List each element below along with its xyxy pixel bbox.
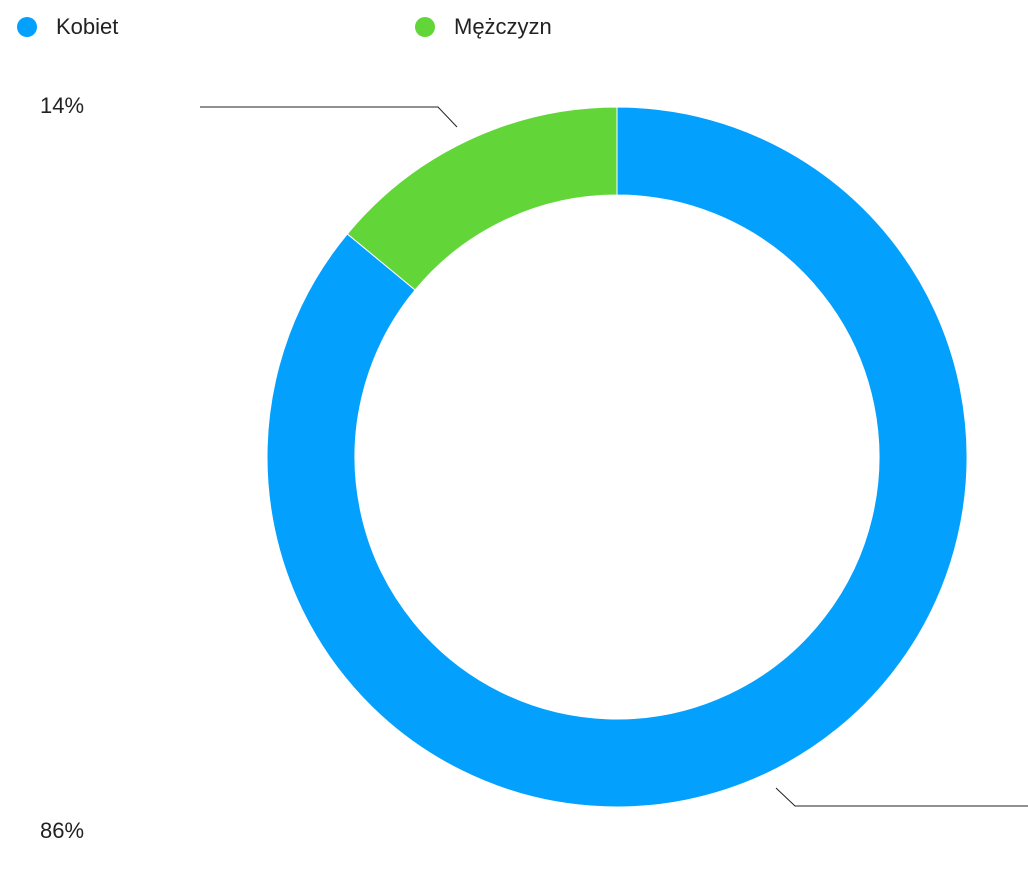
leader-line xyxy=(775,787,1028,807)
data-label: 14% xyxy=(40,93,84,118)
data-label: 86% xyxy=(40,818,84,843)
leader-line xyxy=(200,106,458,128)
legend-swatch xyxy=(415,17,435,37)
legend-label: Kobiet xyxy=(56,14,118,39)
legend-swatch xyxy=(17,17,37,37)
slice xyxy=(346,106,618,291)
slice xyxy=(266,106,968,808)
legend-label: Mężczyzn xyxy=(454,14,552,39)
